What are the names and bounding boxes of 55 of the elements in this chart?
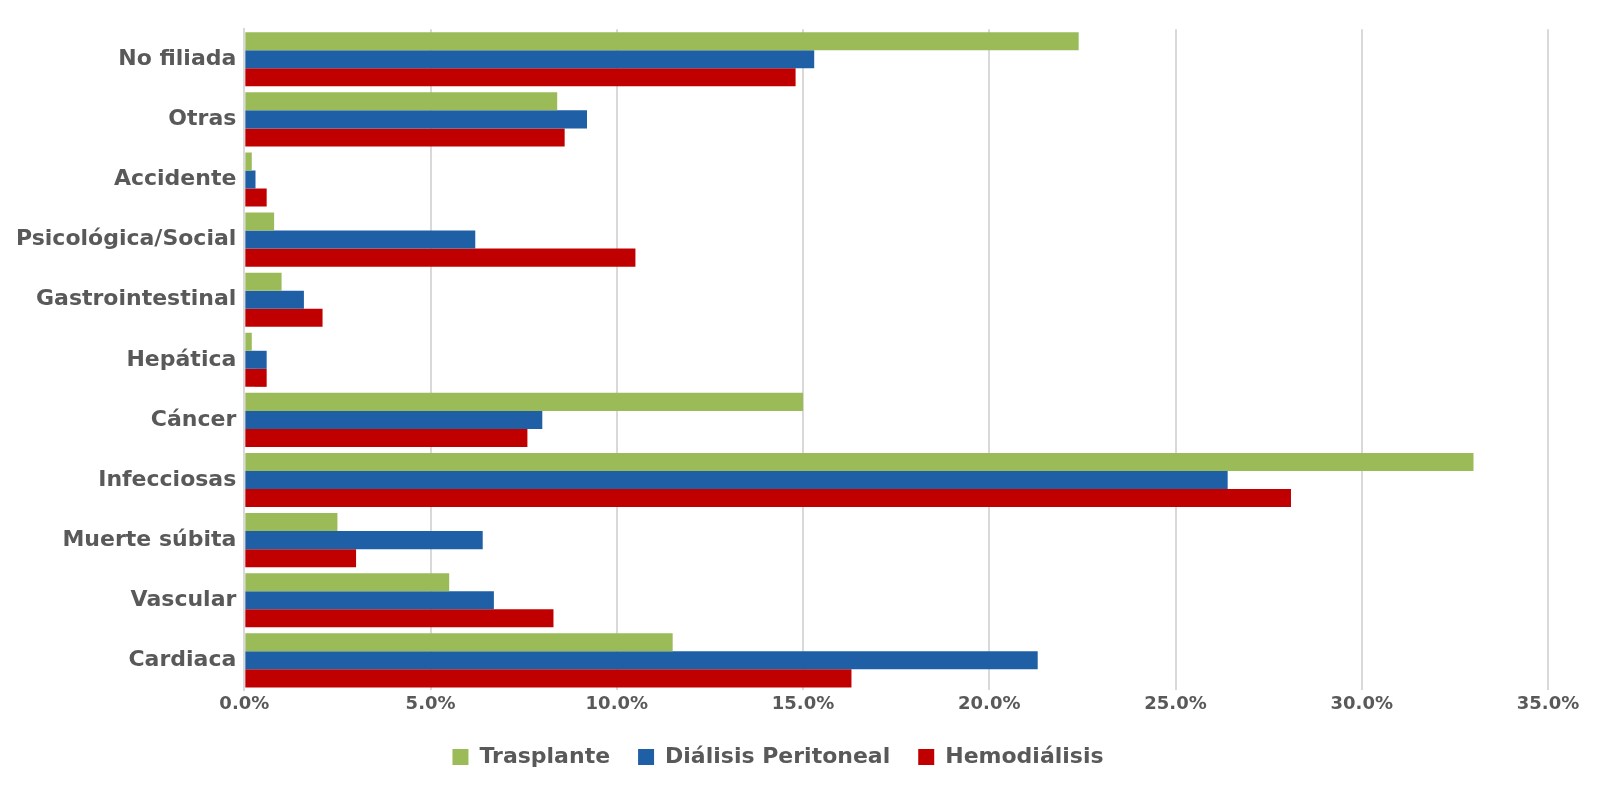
bar: [245, 188, 267, 207]
bar: [245, 50, 815, 69]
bar: [245, 92, 558, 111]
x-tick-label: 20.0%: [958, 691, 1021, 713]
legend-label: Hemodiálisis: [945, 742, 1104, 768]
bar: [245, 651, 1038, 670]
x-tick-label: 30.0%: [1330, 691, 1393, 713]
x-tick-label: 5.0%: [405, 691, 456, 713]
bar: [245, 290, 304, 309]
y-tick-label: Gastrointestinal: [35, 285, 237, 311]
bar: [245, 609, 554, 628]
y-tick-label: Accidente: [113, 165, 237, 191]
bar: [245, 591, 494, 610]
y-tick-label: Otras: [168, 105, 237, 131]
bar: [245, 110, 587, 129]
bar: [245, 669, 852, 688]
y-tick-label: Cáncer: [150, 405, 237, 431]
x-tick-label: 15.0%: [771, 691, 835, 713]
legend-label: Diálisis Peritoneal: [665, 742, 891, 768]
bar: [245, 573, 450, 592]
bar: [245, 170, 256, 189]
x-tick-label: 25.0%: [1144, 691, 1207, 713]
bar: [245, 32, 1079, 51]
bar: [245, 272, 282, 291]
bar: [245, 332, 252, 351]
bar: [245, 513, 338, 532]
y-tick-label: Muerte súbita: [62, 525, 237, 551]
bar: [245, 392, 804, 411]
legend-label: Trasplante: [479, 742, 611, 768]
bar: [245, 549, 357, 568]
y-tick-label: Cardiaca: [128, 646, 237, 672]
bar: [245, 410, 543, 429]
bar: [245, 68, 796, 87]
bar: [245, 350, 267, 369]
x-tick-label: 10.0%: [585, 691, 649, 713]
x-tick-label: 35.0%: [1516, 691, 1580, 713]
bar: [245, 531, 483, 550]
y-tick-label: Psicológica/Social: [15, 225, 237, 251]
bar: [245, 230, 476, 249]
bar: [245, 428, 528, 447]
bar: [245, 212, 275, 231]
bar: [245, 489, 1291, 508]
bar: [245, 452, 1474, 471]
bar: [245, 633, 673, 652]
y-tick-label: Infecciosas: [98, 465, 237, 491]
bar: [245, 368, 267, 387]
bar: [245, 128, 565, 147]
y-tick-label: Vascular: [130, 585, 237, 611]
bar: [245, 248, 636, 267]
bar: [245, 152, 252, 171]
y-tick-label: No filiada: [118, 44, 237, 70]
bar: [245, 308, 323, 327]
x-tick-label: 0.0%: [219, 691, 270, 713]
y-tick-label: Hepática: [126, 345, 237, 371]
bar: [245, 471, 1228, 490]
